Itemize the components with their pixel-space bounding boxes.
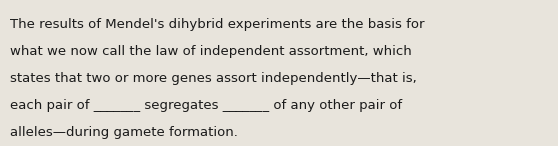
Text: what we now call the law of independent assortment, which: what we now call the law of independent … (10, 45, 412, 58)
Text: alleles—during gamete formation.: alleles—during gamete formation. (10, 126, 238, 139)
Text: states that two or more genes assort independently—that is,: states that two or more genes assort ind… (10, 72, 417, 85)
Text: each pair of _______ segregates _______ of any other pair of: each pair of _______ segregates _______ … (10, 99, 402, 112)
Text: The results of Mendel's dihybrid experiments are the basis for: The results of Mendel's dihybrid experim… (10, 18, 425, 31)
